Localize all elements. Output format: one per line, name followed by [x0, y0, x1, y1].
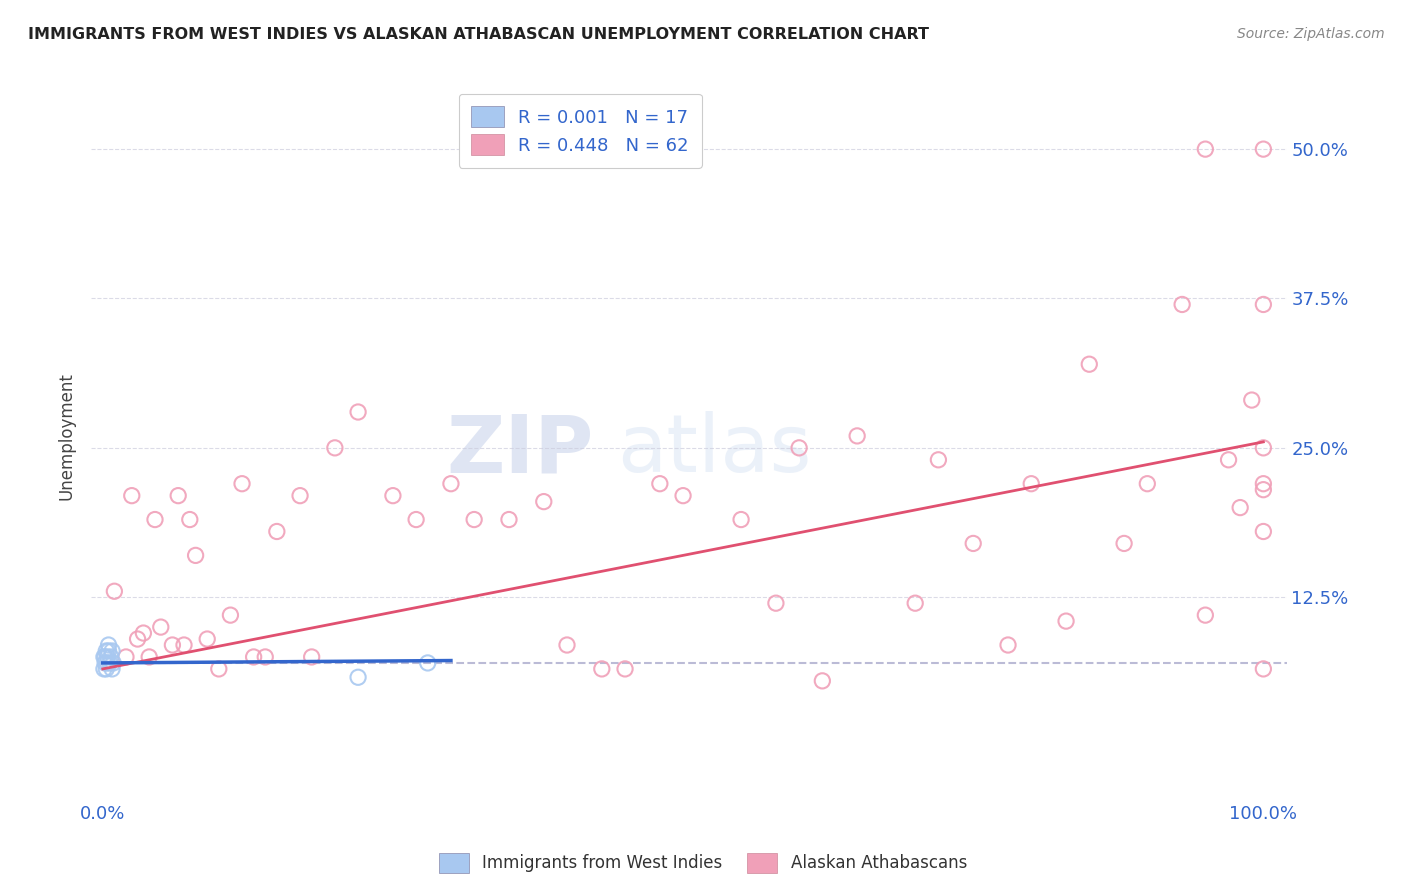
Point [1253, 483, 1275, 497]
Point [231, 476, 253, 491]
Point [904, 596, 927, 610]
Point [98, 656, 121, 670]
Text: atlas: atlas [617, 411, 811, 489]
Point [100, 649, 122, 664]
Point [672, 489, 695, 503]
Point [195, 632, 218, 646]
Point [347, 405, 370, 419]
Point [96, 656, 118, 670]
Point [1240, 392, 1263, 407]
Point [101, 644, 124, 658]
Point [1253, 441, 1275, 455]
Point [591, 662, 613, 676]
Point [555, 638, 578, 652]
Point [811, 673, 834, 688]
Point [94, 649, 117, 664]
Point [101, 662, 124, 676]
Point [787, 441, 810, 455]
Point [1229, 500, 1251, 515]
Legend: R = 0.001   N = 17, R = 0.448   N = 62: R = 0.001 N = 17, R = 0.448 N = 62 [458, 94, 702, 168]
Legend: Immigrants from West Indies, Alaskan Athabascans: Immigrants from West Indies, Alaskan Ath… [432, 847, 974, 880]
Point [96, 662, 118, 676]
Point [208, 662, 231, 676]
Point [347, 670, 370, 684]
Point [1114, 536, 1136, 550]
Point [173, 638, 195, 652]
Point [97, 644, 120, 658]
Point [533, 494, 555, 508]
Point [97, 638, 120, 652]
Point [1253, 297, 1275, 311]
Point [167, 489, 190, 503]
Point [143, 512, 166, 526]
Point [846, 429, 869, 443]
Point [103, 656, 125, 670]
Point [162, 638, 184, 652]
Point [440, 476, 463, 491]
Point [93, 649, 115, 664]
Point [94, 656, 117, 670]
Point [127, 632, 149, 646]
Point [103, 584, 125, 599]
Point [381, 489, 404, 503]
Point [405, 512, 427, 526]
Point [149, 620, 172, 634]
Point [1253, 476, 1275, 491]
Point [997, 638, 1019, 652]
Text: Source: ZipAtlas.com: Source: ZipAtlas.com [1237, 27, 1385, 41]
Point [121, 489, 143, 503]
Point [288, 489, 311, 503]
Point [1019, 476, 1042, 491]
Point [266, 524, 288, 539]
Point [1078, 357, 1101, 371]
Point [242, 649, 264, 664]
Point [1136, 476, 1159, 491]
Point [1194, 608, 1216, 623]
Point [132, 626, 155, 640]
Point [927, 452, 949, 467]
Text: ZIP: ZIP [446, 411, 593, 489]
Y-axis label: Unemployment: Unemployment [58, 372, 75, 500]
Point [138, 649, 160, 664]
Point [1253, 524, 1275, 539]
Point [498, 512, 520, 526]
Point [96, 649, 118, 664]
Point [463, 512, 485, 526]
Point [301, 649, 323, 664]
Point [96, 644, 118, 658]
Point [323, 441, 346, 455]
Point [1253, 142, 1275, 156]
Point [614, 662, 637, 676]
Point [1218, 452, 1240, 467]
Point [730, 512, 752, 526]
Point [1054, 614, 1077, 628]
Point [115, 649, 138, 664]
Point [93, 662, 115, 676]
Point [648, 476, 671, 491]
Point [1253, 662, 1275, 676]
Point [765, 596, 787, 610]
Point [1194, 142, 1216, 156]
Point [254, 649, 277, 664]
Point [962, 536, 984, 550]
Text: IMMIGRANTS FROM WEST INDIES VS ALASKAN ATHABASCAN UNEMPLOYMENT CORRELATION CHART: IMMIGRANTS FROM WEST INDIES VS ALASKAN A… [28, 27, 929, 42]
Point [1171, 297, 1194, 311]
Point [179, 512, 201, 526]
Point [184, 549, 207, 563]
Point [219, 608, 242, 623]
Point [416, 656, 439, 670]
